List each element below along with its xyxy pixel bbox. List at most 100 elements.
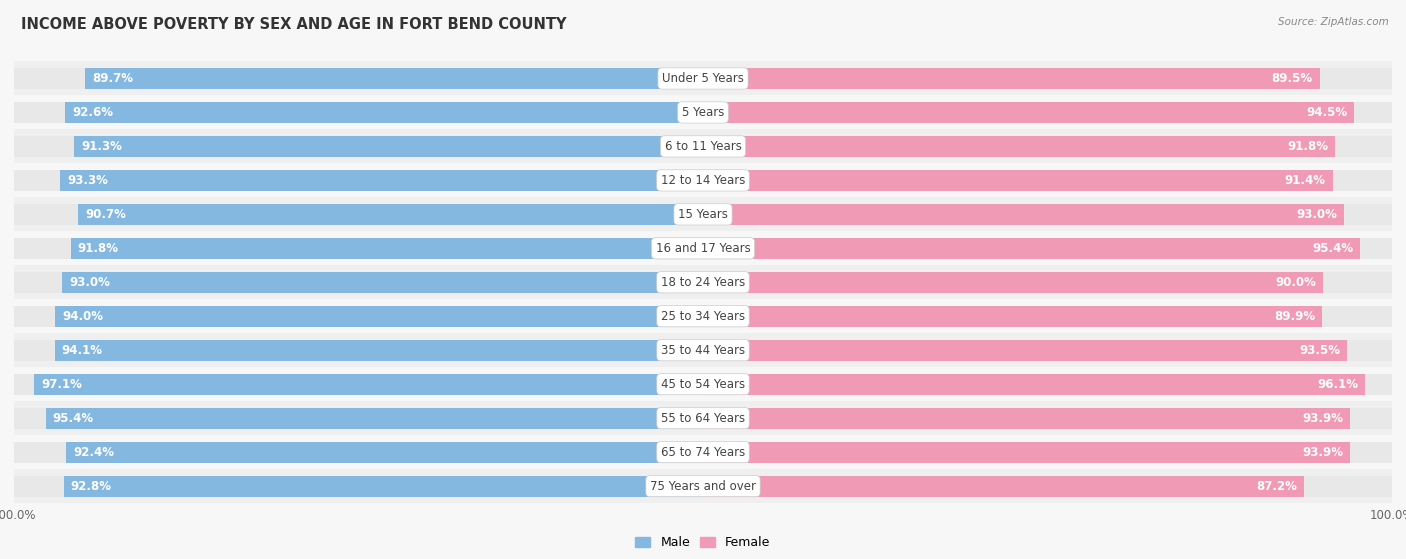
Bar [703, 373, 1365, 395]
Text: 92.4%: 92.4% [73, 446, 114, 458]
Bar [34, 373, 703, 395]
Text: 94.1%: 94.1% [62, 344, 103, 357]
Bar [75, 136, 703, 157]
Bar [14, 266, 1392, 299]
Text: INCOME ABOVE POVERTY BY SEX AND AGE IN FORT BEND COUNTY: INCOME ABOVE POVERTY BY SEX AND AGE IN F… [21, 17, 567, 32]
Legend: Male, Female: Male, Female [630, 531, 776, 555]
Bar [14, 442, 703, 463]
Bar [703, 68, 1392, 89]
Bar [14, 333, 1392, 367]
Text: 95.4%: 95.4% [52, 411, 94, 425]
Text: 95.4%: 95.4% [1312, 242, 1354, 255]
Text: 94.0%: 94.0% [62, 310, 103, 323]
Text: Under 5 Years: Under 5 Years [662, 72, 744, 85]
Text: 93.9%: 93.9% [1302, 446, 1343, 458]
Bar [14, 68, 703, 89]
Bar [55, 340, 703, 361]
Bar [14, 401, 1392, 435]
Bar [14, 435, 1392, 469]
Bar [62, 272, 703, 293]
Text: 55 to 64 Years: 55 to 64 Years [661, 411, 745, 425]
Bar [65, 102, 703, 123]
Bar [55, 306, 703, 327]
Text: 89.5%: 89.5% [1271, 72, 1313, 85]
Text: 75 Years and over: 75 Years and over [650, 480, 756, 492]
Bar [14, 373, 703, 395]
Text: 91.4%: 91.4% [1285, 174, 1326, 187]
Text: 90.7%: 90.7% [84, 208, 127, 221]
Bar [703, 170, 1392, 191]
Bar [703, 238, 1392, 259]
Bar [46, 408, 703, 429]
Text: 18 to 24 Years: 18 to 24 Years [661, 276, 745, 289]
Text: 15 Years: 15 Years [678, 208, 728, 221]
Bar [14, 170, 703, 191]
Text: 25 to 34 Years: 25 to 34 Years [661, 310, 745, 323]
Bar [703, 170, 1333, 191]
Text: 91.3%: 91.3% [82, 140, 122, 153]
Text: 93.3%: 93.3% [67, 174, 108, 187]
Text: 92.8%: 92.8% [70, 480, 111, 492]
Text: 89.7%: 89.7% [91, 72, 134, 85]
Text: 94.5%: 94.5% [1306, 106, 1347, 119]
Bar [703, 340, 1347, 361]
Bar [703, 204, 1344, 225]
Bar [14, 130, 1392, 163]
Bar [703, 238, 1360, 259]
Bar [70, 238, 703, 259]
Text: 16 and 17 Years: 16 and 17 Years [655, 242, 751, 255]
Text: 93.0%: 93.0% [1296, 208, 1337, 221]
Bar [14, 367, 1392, 401]
Text: 91.8%: 91.8% [1288, 140, 1329, 153]
Bar [14, 136, 703, 157]
Text: 93.0%: 93.0% [69, 276, 110, 289]
Bar [703, 136, 1392, 157]
Bar [703, 408, 1350, 429]
Bar [14, 163, 1392, 197]
Bar [14, 96, 1392, 130]
Bar [703, 373, 1392, 395]
Text: 97.1%: 97.1% [41, 378, 82, 391]
Bar [14, 340, 703, 361]
Text: 35 to 44 Years: 35 to 44 Years [661, 344, 745, 357]
Bar [703, 102, 1354, 123]
Bar [14, 272, 703, 293]
Bar [14, 204, 703, 225]
Bar [60, 170, 703, 191]
Text: 6 to 11 Years: 6 to 11 Years [665, 140, 741, 153]
Text: 90.0%: 90.0% [1275, 276, 1316, 289]
Bar [703, 442, 1350, 463]
Bar [703, 408, 1392, 429]
Bar [66, 442, 703, 463]
Bar [703, 476, 1303, 496]
Bar [14, 476, 703, 496]
Bar [63, 476, 703, 496]
Bar [703, 136, 1336, 157]
Text: 91.8%: 91.8% [77, 242, 118, 255]
Text: 89.9%: 89.9% [1274, 310, 1316, 323]
Text: 87.2%: 87.2% [1256, 480, 1296, 492]
Bar [703, 340, 1392, 361]
Text: 45 to 54 Years: 45 to 54 Years [661, 378, 745, 391]
Bar [703, 476, 1392, 496]
Text: 96.1%: 96.1% [1317, 378, 1358, 391]
Bar [79, 204, 703, 225]
Bar [703, 442, 1392, 463]
Text: 5 Years: 5 Years [682, 106, 724, 119]
Bar [14, 469, 1392, 503]
Bar [703, 272, 1323, 293]
Text: 93.9%: 93.9% [1302, 411, 1343, 425]
Bar [84, 68, 703, 89]
Bar [14, 102, 703, 123]
Bar [703, 204, 1392, 225]
Bar [14, 306, 703, 327]
Text: 93.5%: 93.5% [1299, 344, 1340, 357]
Bar [703, 306, 1323, 327]
Bar [14, 299, 1392, 333]
Bar [14, 61, 1392, 96]
Bar [703, 68, 1320, 89]
Bar [703, 102, 1392, 123]
Bar [703, 306, 1392, 327]
Bar [14, 231, 1392, 266]
Text: 92.6%: 92.6% [72, 106, 112, 119]
